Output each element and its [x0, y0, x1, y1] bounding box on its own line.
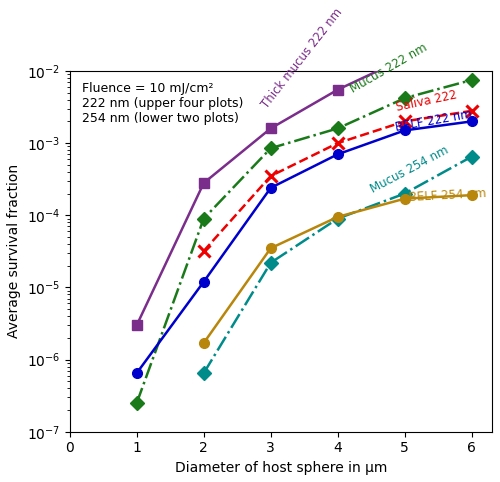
Text: Mucus 254 nm: Mucus 254 nm [368, 143, 450, 195]
Text: Saliva 222: Saliva 222 [394, 89, 458, 114]
X-axis label: Diameter of host sphere in μm: Diameter of host sphere in μm [174, 461, 387, 475]
Text: BELF 222 nm: BELF 222 nm [394, 107, 473, 134]
Text: Fluence = 10 mJ/cm²
222 nm (upper four plots)
254 nm (lower two plots): Fluence = 10 mJ/cm² 222 nm (upper four p… [82, 82, 244, 125]
Y-axis label: Average survival fraction: Average survival fraction [7, 164, 21, 338]
Text: Thick mucus 222 nm: Thick mucus 222 nm [258, 6, 344, 111]
Text: BELF 254 nm: BELF 254 nm [408, 187, 486, 203]
Text: Mucus 222 nm: Mucus 222 nm [348, 41, 430, 96]
